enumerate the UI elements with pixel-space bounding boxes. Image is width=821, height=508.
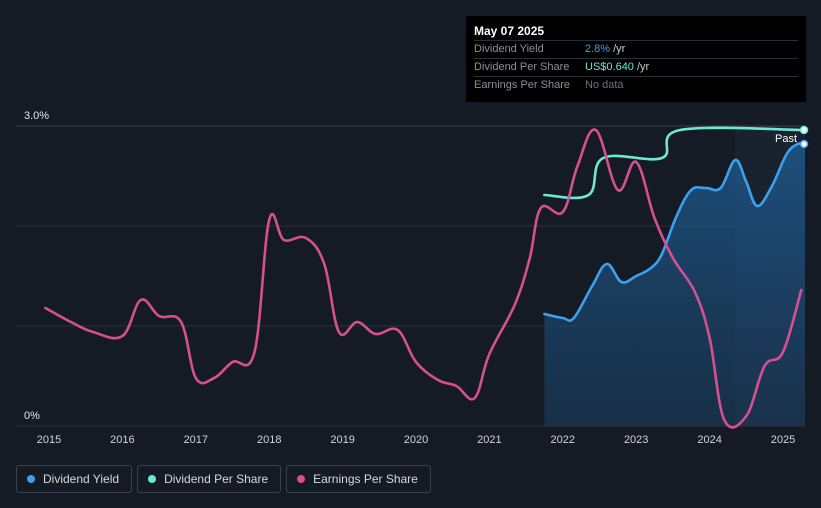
x-tick-label: 2017 — [184, 434, 208, 446]
legend-label: Dividend Yield — [43, 472, 120, 486]
legend-dot-icon — [27, 475, 35, 483]
dividend-yield-line — [543, 141, 807, 323]
x-tick-label: 2024 — [697, 434, 721, 446]
legend-item-dividend-per-share[interactable]: Dividend Per Share — [137, 465, 282, 493]
tooltip-row-dividend-per-share: Dividend Per Share US$0.640/yr — [474, 58, 798, 76]
x-tick-label: 2022 — [551, 434, 575, 446]
dividend-yield-value: 2.8% — [585, 43, 611, 55]
legend-item-dividend-yield[interactable]: Dividend Yield — [16, 465, 133, 493]
x-tick-label: 2015 — [37, 434, 61, 446]
y-tick-label: 0% — [24, 410, 40, 422]
dividend-yield-area — [544, 143, 805, 426]
legend-label: Earnings Per Share — [313, 472, 418, 486]
y-tick-label: 3.0% — [24, 110, 49, 122]
dividend-per-share-end-marker — [799, 125, 809, 135]
tooltip-value: 2.8%/yr — [585, 41, 625, 58]
tooltip-label: Dividend Yield — [474, 43, 544, 55]
legend-dot-icon — [297, 475, 306, 483]
earnings-per-share-value: No data — [585, 79, 624, 91]
unit: /yr — [636, 61, 650, 73]
dividend-per-share-line — [543, 126, 807, 200]
legend-item-earnings-per-share[interactable]: Earnings Per Share — [286, 465, 431, 493]
unit: /yr — [613, 43, 626, 55]
tooltip: May 07 2025 Dividend Yield 2.8%/yr Divid… — [466, 16, 806, 102]
x-tick-label: 2016 — [110, 434, 134, 446]
earnings-per-share-line — [44, 128, 803, 429]
legend-label: Dividend Per Share — [164, 472, 269, 486]
past-label: Past — [775, 133, 797, 145]
x-tick-label: 2018 — [257, 434, 281, 446]
x-tick-label: 2020 — [404, 434, 428, 446]
tooltip-value: US$0.640/yr — [585, 59, 649, 76]
x-tick-label: 2023 — [624, 434, 648, 446]
tooltip-row-dividend-yield: Dividend Yield 2.8%/yr — [474, 40, 798, 58]
x-tick-label: 2019 — [330, 434, 354, 446]
tooltip-row-earnings-per-share: Earnings Per Share No data — [474, 76, 798, 94]
x-tick-label: 2021 — [477, 434, 501, 446]
tooltip-label: Dividend Per Share — [474, 61, 570, 73]
legend: Dividend Yield Dividend Per Share Earnin… — [16, 465, 436, 493]
tooltip-label: Earnings Per Share — [474, 79, 570, 91]
dividend-per-share-value: US$0.640 — [585, 61, 634, 73]
legend-dot-icon — [148, 475, 157, 483]
x-tick-label: 2025 — [771, 434, 795, 446]
dividend-yield-end-marker — [799, 139, 809, 149]
tooltip-date: May 07 2025 — [474, 24, 545, 38]
